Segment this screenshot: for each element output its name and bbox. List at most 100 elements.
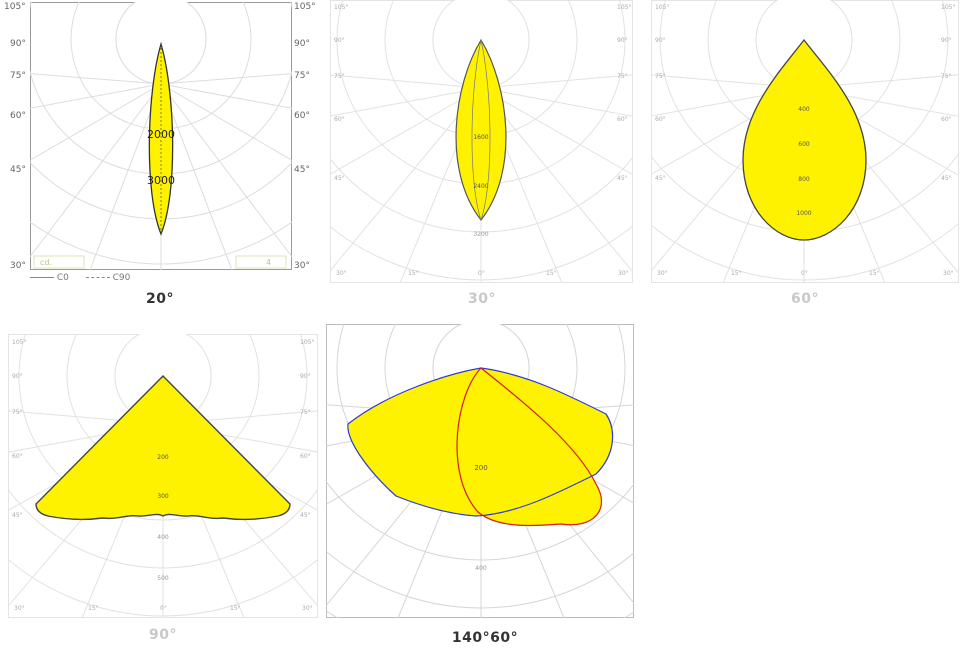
angle-label-left: 105° bbox=[4, 2, 26, 12]
bottom-angle-label: 30° bbox=[302, 605, 313, 612]
angle-label-left: 45° bbox=[12, 512, 23, 519]
legend-dashed-line bbox=[85, 277, 110, 278]
angle-label-left: 90° bbox=[334, 37, 345, 44]
angle-label-right: 105° bbox=[617, 4, 631, 11]
angle-label-left: 60° bbox=[655, 116, 666, 123]
angle-label-right: 45° bbox=[294, 165, 310, 175]
polar-plot-60: 400 600 800 1000 105° 90° 75° 60° 45° 10… bbox=[651, 0, 959, 283]
unit-label: cd. bbox=[40, 258, 52, 267]
value-label-400: 400 bbox=[798, 106, 810, 113]
angle-label-right: 45° bbox=[300, 512, 311, 519]
angle-label-right: 75° bbox=[300, 409, 311, 416]
value-label-300: 300 bbox=[157, 493, 169, 500]
polar-plot-90: 200 300 400 500 105° 90° 75° 60° 45° 105… bbox=[8, 334, 318, 618]
bottom-angle-label: 30° bbox=[618, 270, 629, 277]
angle-label-left: 75° bbox=[10, 71, 26, 81]
legend-c0: C0 bbox=[56, 273, 69, 283]
angle-label-left: 105° bbox=[12, 339, 26, 346]
angle-label-right: 90° bbox=[941, 37, 952, 44]
bottom-angle-label: 15° bbox=[230, 605, 241, 612]
intensity-curve bbox=[35, 375, 291, 521]
bottom-angle-label: 15° bbox=[546, 270, 557, 277]
caption-140-60: 140°60° bbox=[451, 630, 519, 646]
bottom-angle-label: 30° bbox=[657, 270, 668, 277]
value-label-2400: 2400 bbox=[473, 183, 488, 190]
blue-intensity-curve bbox=[347, 367, 614, 517]
value-label-2000: 2000 bbox=[147, 128, 175, 141]
angle-label-right: 60° bbox=[300, 453, 311, 460]
angle-label-left: 60° bbox=[334, 116, 345, 123]
angle-label-right: 75° bbox=[617, 73, 628, 80]
value-label-3200: 3200 bbox=[473, 231, 488, 238]
angle-label-right: 45° bbox=[617, 175, 628, 182]
polar-plot-140-60: 200 400 bbox=[326, 324, 634, 618]
angle-label-left: 90° bbox=[10, 39, 26, 49]
angle-label-right: 105° bbox=[300, 339, 314, 346]
angle-label-left: 105° bbox=[655, 4, 669, 11]
polar-plot-30: 1600 2400 3200 105° 90° 75° 60° 45° 105°… bbox=[330, 0, 633, 283]
angle-label-right: 30° bbox=[294, 261, 310, 271]
angle-label-left: 90° bbox=[12, 373, 23, 380]
intensity-curve bbox=[742, 38, 867, 241]
value-label-200: 200 bbox=[474, 464, 487, 472]
value-label-1000: 1000 bbox=[796, 210, 811, 217]
value-label-1600: 1600 bbox=[473, 134, 488, 141]
value-label-400: 400 bbox=[157, 534, 169, 541]
legend-c90: C90 bbox=[112, 273, 131, 283]
angle-label-right: 90° bbox=[617, 37, 628, 44]
bottom-angle-label: 0° bbox=[160, 605, 167, 612]
bottom-angle-label: 30° bbox=[943, 270, 954, 277]
angle-label-left: 75° bbox=[12, 409, 23, 416]
bottom-angle-label: 15° bbox=[731, 270, 742, 277]
polar-diagram-140-60: 200 400 bbox=[326, 324, 634, 618]
angle-label-right: 90° bbox=[300, 373, 311, 380]
angle-label-left: 30° bbox=[10, 261, 26, 271]
value-label-600: 600 bbox=[798, 141, 810, 148]
bottom-angle-label: 15° bbox=[408, 270, 419, 277]
scale-label: 4 bbox=[266, 258, 271, 267]
caption-90: 90° bbox=[149, 627, 177, 643]
bottom-angle-label: 15° bbox=[869, 270, 880, 277]
caption-60: 60° bbox=[791, 291, 819, 307]
angle-labels-20: 105° 90° 75° 60° 45° 30° 105° 90° 75° 60… bbox=[4, 2, 316, 271]
angle-label-left: 60° bbox=[12, 453, 23, 460]
angle-label-right: 105° bbox=[941, 4, 955, 11]
value-label-800: 800 bbox=[798, 176, 810, 183]
polar-diagram-90: 200 300 400 500 105° 90° 75° 60° 45° 105… bbox=[8, 334, 318, 618]
angle-label-left: 75° bbox=[334, 73, 345, 80]
angle-label-left: 105° bbox=[334, 4, 348, 11]
angle-label-left: 45° bbox=[655, 175, 666, 182]
value-label-400: 400 bbox=[475, 565, 487, 572]
angle-label-right: 60° bbox=[617, 116, 628, 123]
angle-label-right: 90° bbox=[294, 39, 310, 49]
angle-label-right: 75° bbox=[941, 73, 952, 80]
caption-20: 20° bbox=[146, 291, 174, 307]
angle-label-left: 90° bbox=[655, 37, 666, 44]
polar-plot-20: 2000 3000 cd. 4 bbox=[30, 2, 292, 270]
angle-label-left: 60° bbox=[10, 111, 26, 121]
value-label-3000: 3000 bbox=[147, 174, 175, 187]
bottom-angle-label: 15° bbox=[88, 605, 99, 612]
angle-label-left: 45° bbox=[10, 165, 26, 175]
polar-diagram-30: 1600 2400 3200 105° 90° 75° 60° 45° 105°… bbox=[330, 0, 633, 283]
angle-label-right: 60° bbox=[941, 116, 952, 123]
bottom-angle-label: 30° bbox=[336, 270, 347, 277]
scale-box bbox=[235, 255, 287, 269]
legend-solid-line bbox=[30, 277, 54, 278]
angle-label-left: 75° bbox=[655, 73, 666, 80]
red-intensity-curve bbox=[456, 367, 602, 527]
unit-box bbox=[33, 255, 85, 269]
bottom-angle-label: 0° bbox=[801, 270, 808, 277]
bottom-angle-label: 0° bbox=[478, 270, 485, 277]
bottom-angle-label: 30° bbox=[14, 605, 25, 612]
polar-diagram-20: 2000 3000 cd. 4 bbox=[30, 2, 292, 270]
legend-20: C0 C90 bbox=[30, 273, 130, 283]
caption-30: 30° bbox=[468, 291, 496, 307]
value-label-500: 500 bbox=[157, 575, 169, 582]
angle-label-right: 45° bbox=[941, 175, 952, 182]
angle-label-right: 105° bbox=[294, 2, 316, 12]
angle-label-right: 75° bbox=[294, 71, 310, 81]
value-label-200: 200 bbox=[157, 454, 169, 461]
angle-label-left: 45° bbox=[334, 175, 345, 182]
angle-label-right: 60° bbox=[294, 111, 310, 121]
